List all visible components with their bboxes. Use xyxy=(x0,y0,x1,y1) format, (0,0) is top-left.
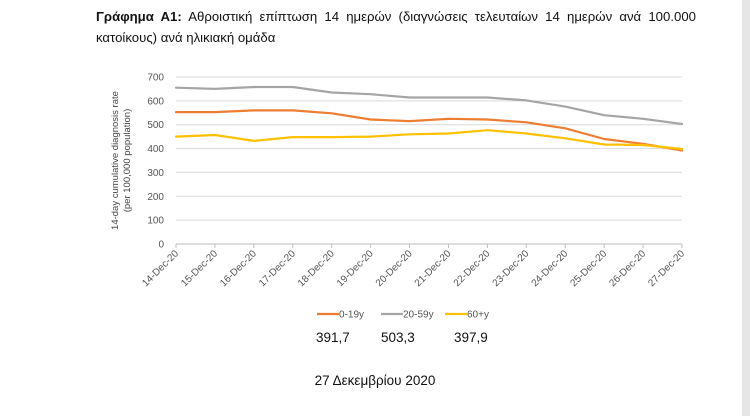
legend-label-0-19y: 0-19y xyxy=(339,310,364,321)
chart-legend: 0-19y 20-59y 60+y xyxy=(317,310,489,321)
line-chart: 0 100 200 300 400 500 600 700 14-Dec-2015-Dec-2… xyxy=(110,73,687,321)
x-tick-label: 20-Dec-20 xyxy=(374,248,415,289)
caption-prefix: Γράφημα Α1: xyxy=(96,9,182,24)
x-tick-label: 17-Dec-20 xyxy=(257,248,298,289)
y-tick-300: 300 xyxy=(147,168,164,179)
x-tick-label: 24-Dec-20 xyxy=(530,248,571,289)
y-tick-100: 100 xyxy=(147,216,164,227)
chart-series-lines xyxy=(174,85,684,152)
x-tick-label: 22-Dec-20 xyxy=(452,248,493,289)
x-tick-label: 15-Dec-20 xyxy=(179,248,220,289)
y-tick-200: 200 xyxy=(147,192,164,203)
x-tick-label: 18-Dec-20 xyxy=(296,248,337,289)
x-tick-label: 16-Dec-20 xyxy=(218,248,259,289)
latest-values-row: 391,7 503,3 397,9 xyxy=(0,330,750,352)
y-tick-0: 0 xyxy=(158,240,164,251)
x-tick-label: 25-Dec-20 xyxy=(568,248,609,289)
y-tick-700: 700 xyxy=(147,73,164,84)
series-line-60+y xyxy=(174,129,684,151)
legend-label-60+y: 60+y xyxy=(467,310,489,321)
y-tick-500: 500 xyxy=(147,120,164,131)
legend-label-20-59y: 20-59y xyxy=(403,310,434,321)
x-tick-label: 19-Dec-20 xyxy=(335,248,376,289)
y-tick-400: 400 xyxy=(147,144,164,155)
y-axis-label-line-0: 14-day cumulative diagnosis rate xyxy=(110,91,121,230)
x-tick-label: 23-Dec-20 xyxy=(491,248,532,289)
y-tick-600: 600 xyxy=(147,96,164,107)
latest-value-60plus: 397,9 xyxy=(454,330,488,345)
latest-value-20-59: 503,3 xyxy=(381,330,415,345)
x-tick-label: 21-Dec-20 xyxy=(413,248,454,289)
x-tick-label: 26-Dec-20 xyxy=(607,248,648,289)
x-tick-labels: 14-Dec-2015-Dec-2016-Dec-2017-Dec-2018-D… xyxy=(140,248,687,289)
x-tick-label: 14-Dec-20 xyxy=(140,248,181,289)
report-date: 27 Δεκεμβρίου 2020 xyxy=(314,373,436,388)
y-axis-label: 14-day cumulative diagnosis rate (per 100… xyxy=(110,91,133,230)
right-edge-bar xyxy=(742,0,750,416)
x-tick-label: 27-Dec-20 xyxy=(646,248,687,289)
series-line-20-59y xyxy=(174,85,684,126)
series-line-0-19y xyxy=(174,109,684,152)
y-axis-label-line-1: (per 100,000 population) xyxy=(122,109,133,213)
figure-caption: Γράφημα Α1: Αθροιστική επίπτωση 14 ημερώ… xyxy=(96,6,696,48)
latest-value-0-19: 391,7 xyxy=(316,330,350,345)
chart-gridlines xyxy=(175,76,683,248)
caption-text: Αθροιστική επίπτωση 14 ημερών (διαγνώσει… xyxy=(96,9,696,45)
y-tick-labels: 0 100 200 300 400 500 600 700 xyxy=(147,73,164,251)
